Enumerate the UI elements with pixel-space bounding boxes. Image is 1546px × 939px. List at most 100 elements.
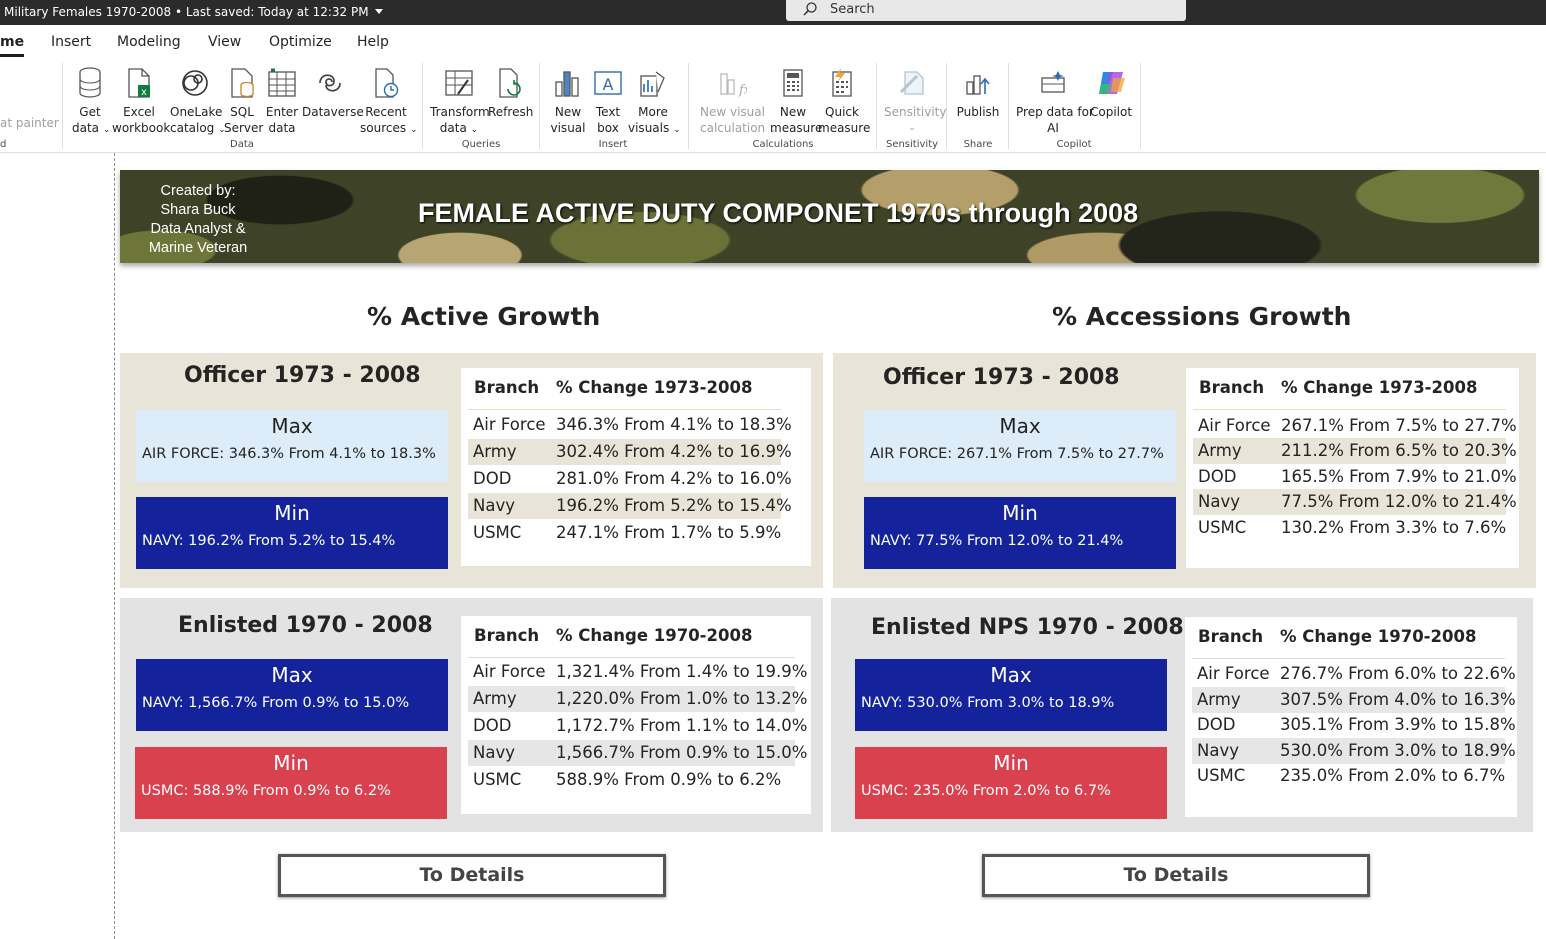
- onelake-catalog-button[interactable]: OneLake catalog ⌄: [170, 65, 226, 138]
- group-sensitivity-label: Sensitivity: [885, 139, 939, 150]
- table-row[interactable]: Air Force 1,321.4% From 1.4% to 19.9%: [473, 662, 808, 681]
- excel-workbook-button[interactable]: x Excel workbook: [112, 65, 170, 136]
- ribbon-divider: [1008, 63, 1009, 149]
- panel-title: Officer 1973 - 2008: [883, 365, 1120, 390]
- more-visuals-icon: [636, 65, 670, 101]
- more-visuals-button[interactable]: More visuals ⌄: [628, 65, 681, 138]
- visual-calculation-icon: fx: [715, 65, 749, 101]
- tab-modeling[interactable]: Modeling: [117, 34, 181, 50]
- min-card: Min USMC: 588.9% From 0.9% to 6.2%: [135, 747, 447, 819]
- bar-chart-icon: [551, 65, 585, 101]
- col-branch: Branch: [474, 378, 540, 397]
- tab-optimize[interactable]: Optimize: [269, 34, 332, 50]
- accessions-to-details-button[interactable]: To Details: [982, 854, 1370, 897]
- transform-data-icon: [442, 65, 476, 101]
- col-branch: Branch: [1199, 378, 1265, 397]
- table-row[interactable]: DOD 165.5% From 7.9% to 21.0%: [1198, 467, 1517, 486]
- tab-view[interactable]: View: [208, 34, 242, 50]
- branch-change-table: Branch % Change 1970-2008 Air Force 276.7…: [1185, 617, 1517, 817]
- col-change: % Change 1970-2008: [556, 626, 753, 645]
- title-bar: Military Females 1970-2008 • Last saved:…: [0, 0, 1546, 25]
- prep-data-for-ai-button[interactable]: Prep data for AI: [1016, 65, 1094, 136]
- group-insert-label: Insert: [598, 139, 628, 150]
- document-title[interactable]: Military Females 1970-2008 • Last saved:…: [4, 5, 383, 19]
- branch-change-table: Branch % Change 1973-2008 Air Force 346.3…: [461, 368, 811, 566]
- table-row[interactable]: USMC 235.0% From 2.0% to 6.7%: [1197, 766, 1506, 785]
- table-row[interactable]: Navy 530.0% From 3.0% to 18.9%: [1192, 738, 1516, 764]
- publish-icon: [961, 65, 995, 101]
- enter-data-button[interactable]: Enter data: [264, 65, 300, 136]
- active-enlisted-panel: Enlisted 1970 - 2008 Max NAVY: 1,566.7% …: [120, 598, 823, 832]
- text-box-button[interactable]: A Text box: [590, 65, 626, 136]
- recent-sources-button[interactable]: Recent sources ⌄: [360, 65, 417, 138]
- sensitivity-icon: [895, 65, 929, 101]
- sql-server-button[interactable]: SQL Server: [224, 65, 263, 136]
- publish-button[interactable]: Publish: [956, 65, 1000, 120]
- ribbon-divider: [688, 63, 689, 149]
- ribbon-divider: [876, 63, 877, 149]
- ribbon-divider: [1140, 63, 1141, 149]
- ribbon-divider: [946, 63, 947, 149]
- table-row[interactable]: Army 302.4% From 4.2% to 16.9%: [468, 439, 792, 465]
- dataverse-button[interactable]: Dataverse: [302, 65, 364, 120]
- table-row[interactable]: Air Force 267.1% From 7.5% to 27.7%: [1198, 416, 1517, 435]
- table-row[interactable]: Air Force 346.3% From 4.1% to 18.3%: [473, 415, 792, 434]
- camo-banner: Created by: Shara Buck Data Analyst & Ma…: [120, 170, 1539, 263]
- max-card: Max NAVY: 1,566.7% From 0.9% to 15.0%: [136, 659, 448, 731]
- table-row[interactable]: DOD 1,172.7% From 1.1% to 14.0%: [473, 716, 808, 735]
- sensitivity-button[interactable]: Sensitivity ⌄: [884, 65, 946, 136]
- tab-insert[interactable]: Insert: [51, 34, 92, 50]
- group-calculations-label: Calculations: [752, 139, 814, 150]
- new-visual-calculation-button[interactable]: fx New visual calculation ⌄: [700, 65, 777, 138]
- table-row[interactable]: Army 1,220.0% From 1.0% to 13.2%: [468, 686, 807, 712]
- min-card: Min NAVY: 77.5% From 12.0% to 21.4%: [864, 497, 1176, 569]
- accessions-growth-heading: % Accessions Growth: [1052, 302, 1352, 331]
- table-row[interactable]: DOD 281.0% From 4.2% to 16.0%: [473, 469, 792, 488]
- sql-server-icon: [225, 65, 259, 101]
- tab-home[interactable]: me: [0, 34, 25, 57]
- menu-bar: me Insert Modeling View Optimize Help: [0, 25, 1546, 59]
- active-officer-panel: Officer 1973 - 2008 Max AIR FORCE: 346.3…: [120, 353, 823, 588]
- new-measure-button[interactable]: New measure: [770, 65, 822, 136]
- calculator-icon: [776, 65, 810, 101]
- ribbon: at painter d Get data ⌄ x Excel workbook…: [0, 59, 1546, 153]
- accessions-officer-panel: Officer 1973 - 2008 Max AIR FORCE: 267.1…: [833, 353, 1536, 588]
- col-branch: Branch: [474, 626, 540, 645]
- new-visual-button[interactable]: New visual: [548, 65, 588, 136]
- svg-text:A: A: [603, 75, 614, 94]
- table-row[interactable]: Air Force 276.7% From 6.0% to 22.6%: [1197, 664, 1516, 683]
- group-copilot-label: Copilot: [1056, 139, 1092, 150]
- tab-help[interactable]: Help: [357, 34, 389, 50]
- quick-measure-button[interactable]: Quick measure: [818, 65, 870, 136]
- col-branch: Branch: [1198, 627, 1264, 646]
- max-card: Max NAVY: 530.0% From 3.0% to 18.9%: [855, 659, 1167, 731]
- active-to-details-button[interactable]: To Details: [278, 854, 666, 897]
- search-placeholder: Search: [830, 2, 875, 17]
- table-row[interactable]: Navy 77.5% From 12.0% to 21.4%: [1193, 489, 1517, 515]
- search-box[interactable]: Search: [786, 0, 1186, 21]
- table-row[interactable]: Army 211.2% From 6.5% to 20.3%: [1193, 438, 1517, 464]
- refresh-icon: [493, 65, 527, 101]
- database-icon: [73, 65, 107, 101]
- table-row[interactable]: USMC 588.9% From 0.9% to 6.2%: [473, 770, 782, 789]
- get-data-button[interactable]: Get data ⌄: [72, 65, 110, 138]
- onelake-icon: [178, 65, 212, 101]
- refresh-button[interactable]: Refresh: [488, 65, 533, 120]
- table-row[interactable]: Navy 196.2% From 5.2% to 15.4%: [468, 493, 792, 519]
- active-growth-heading: % Active Growth: [367, 302, 601, 331]
- transform-data-button[interactable]: Transform data ⌄: [430, 65, 490, 138]
- table-row[interactable]: USMC 247.1% From 1.7% to 5.9%: [473, 523, 782, 542]
- group-share-label: Share: [963, 139, 993, 150]
- chevron-down-icon[interactable]: [374, 9, 383, 14]
- table-row[interactable]: USMC 130.2% From 3.3% to 7.6%: [1198, 518, 1507, 537]
- copilot-button[interactable]: Copilot: [1090, 65, 1132, 120]
- format-painter-button[interactable]: at painter: [0, 116, 59, 130]
- table-row[interactable]: Navy 1,566.7% From 0.9% to 15.0%: [468, 740, 807, 766]
- table-row[interactable]: DOD 305.1% From 3.9% to 15.8%: [1197, 715, 1516, 734]
- branch-change-table: Branch % Change 1970-2008 Air Force 1,321…: [461, 616, 811, 814]
- quick-measure-icon: [825, 65, 859, 101]
- panel-title: Enlisted 1970 - 2008: [178, 613, 433, 638]
- table-row[interactable]: Army 307.5% From 4.0% to 16.3%: [1192, 687, 1516, 713]
- svg-text:fx: fx: [738, 83, 747, 98]
- ribbon-divider: [539, 63, 540, 149]
